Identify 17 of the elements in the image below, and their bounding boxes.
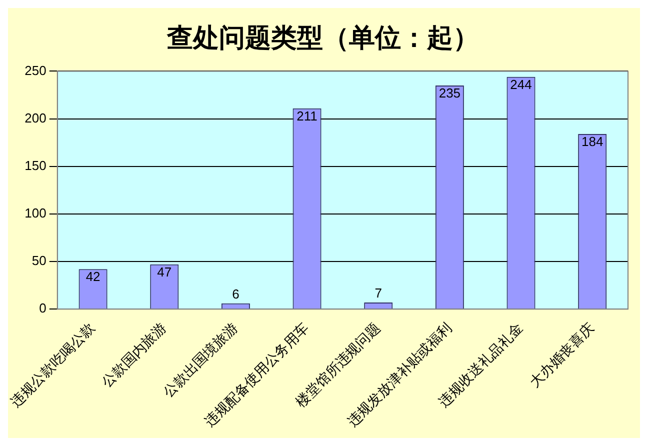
y-tick-label: 200	[24, 110, 46, 126]
data-label: 211	[296, 108, 318, 124]
x-tick-label: 违规公款吃喝公款	[8, 320, 98, 411]
y-tick-label: 50	[32, 253, 46, 268]
x-tick-label: 大办婚丧喜庆	[527, 320, 598, 391]
data-label: 244	[510, 76, 532, 92]
data-label: 184	[581, 134, 604, 150]
y-tick-label: 0	[39, 300, 46, 316]
data-label: 47	[157, 264, 172, 280]
data-label: 7	[374, 286, 382, 301]
data-label: 6	[232, 286, 240, 302]
y-tick-label: 100	[24, 206, 46, 221]
y-tick-label: 250	[24, 62, 46, 78]
y-tick-label: 150	[24, 158, 46, 173]
data-label: 42	[86, 269, 100, 284]
data-label: 235	[438, 86, 461, 101]
chart-title: 查处问题类型（单位：起）	[166, 23, 479, 54]
